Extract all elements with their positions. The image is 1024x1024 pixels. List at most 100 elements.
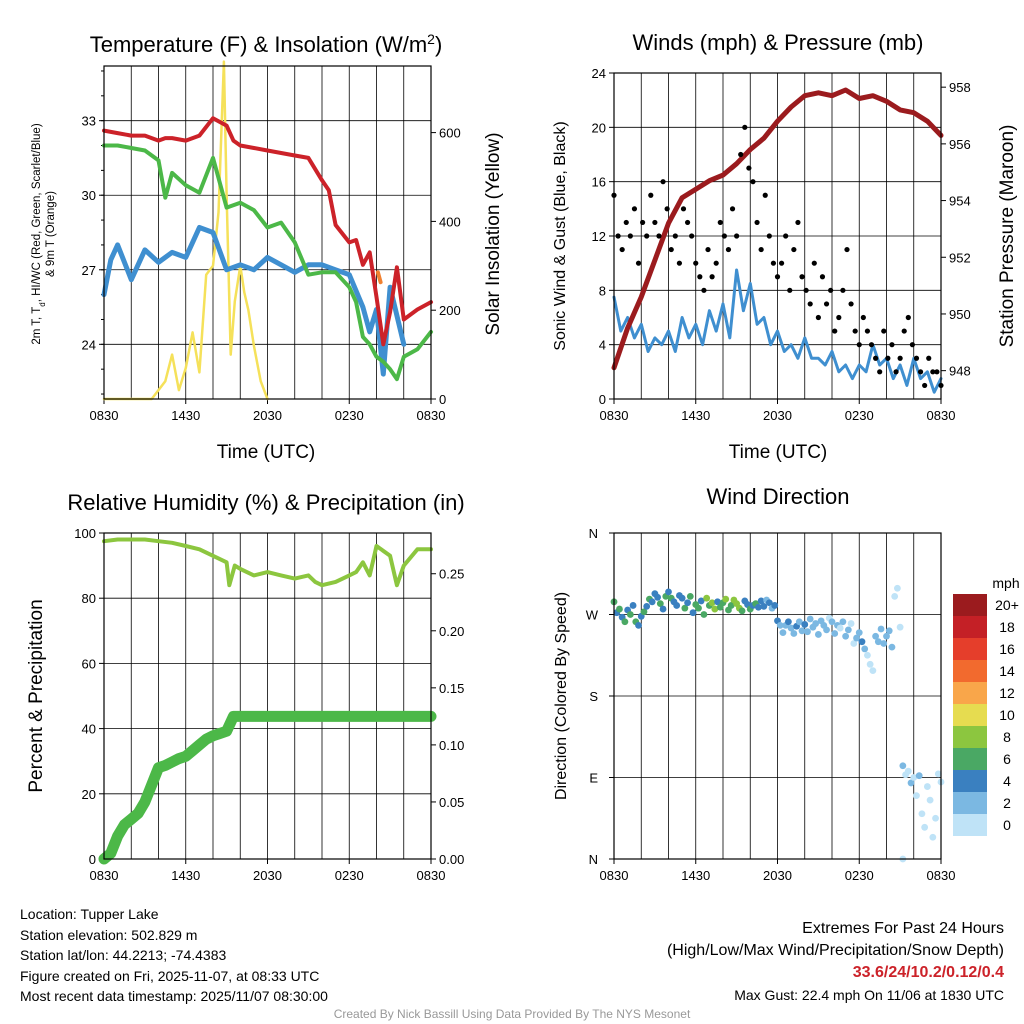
x-tick-label: 0830	[600, 408, 629, 423]
direction-point	[654, 593, 661, 601]
gust-point	[652, 219, 658, 226]
y2-tick-label: 0	[439, 392, 446, 407]
gust-point	[762, 192, 768, 198]
y-tick-label: 27	[82, 263, 96, 278]
y2-tick-label: 600	[439, 126, 461, 141]
x-tick-label: 2030	[763, 408, 792, 423]
y2-tick-label: 0.10	[439, 738, 464, 753]
direction-point	[738, 607, 746, 615]
direction-point	[678, 594, 686, 602]
direction-point	[727, 602, 735, 609]
y2-tick-label: 952	[949, 250, 971, 265]
gust-point	[868, 342, 875, 348]
x-tick-label: 0830	[417, 408, 446, 423]
direction-point	[913, 792, 920, 800]
gust-point	[856, 342, 862, 348]
direction-point	[785, 618, 792, 626]
gust-point	[758, 246, 764, 253]
wind-xlabel: Time (UTC)	[729, 442, 828, 463]
y2-tick-label: 958	[949, 80, 971, 95]
direction-point	[844, 626, 852, 634]
x-tick-label: 0830	[90, 868, 119, 883]
direction-point	[923, 783, 931, 790]
gust-point	[791, 246, 797, 253]
y2-tick-label: 954	[949, 194, 971, 209]
direction-point	[921, 823, 929, 831]
direction-point	[853, 634, 860, 642]
x-tick-label: 0830	[417, 868, 446, 883]
direction-point	[695, 604, 702, 612]
direction-point	[684, 599, 691, 607]
direction-point	[918, 810, 926, 818]
direction-point	[681, 604, 689, 612]
gust-point	[905, 314, 911, 321]
colorbar-label: 14	[999, 663, 1015, 679]
gust-point	[787, 287, 793, 293]
direction-point	[839, 618, 847, 626]
gust-point	[746, 165, 752, 171]
gust-point	[852, 328, 858, 334]
wind-direction-panel: Wind Direction Direction (Colored By Spe…	[553, 484, 1020, 883]
x-tick-label: 1430	[171, 868, 200, 883]
direction-point	[880, 640, 888, 647]
gust-point	[668, 246, 674, 253]
gust-point	[615, 233, 621, 239]
direction-point	[689, 609, 697, 617]
direction-point	[926, 796, 934, 804]
direction-point	[659, 605, 667, 613]
x-tick-label: 0830	[600, 868, 629, 883]
x-tick-label: 0230	[845, 408, 874, 423]
colorbar-swatch	[953, 660, 987, 682]
direction-point	[850, 640, 858, 647]
y-tick-label: 24	[82, 337, 96, 352]
gust-point	[701, 287, 707, 293]
y-tick-label: 20	[592, 120, 606, 135]
direction-point	[842, 632, 850, 640]
gust-point	[832, 328, 838, 334]
gust-point	[819, 274, 826, 280]
station-info: Location: Tupper Lake Station elevation:…	[20, 904, 328, 1007]
direction-point	[790, 630, 798, 637]
gust-point	[889, 342, 895, 348]
direction-point	[891, 592, 899, 600]
y2-tick-label: 0.25	[439, 567, 464, 582]
direction-point	[776, 621, 784, 629]
gust-point	[778, 260, 785, 266]
y-tick-label: 16	[592, 175, 606, 190]
gust-point	[840, 287, 846, 293]
direction-point	[855, 629, 863, 637]
y2-tick-label: 0.15	[439, 681, 464, 696]
gust-point	[774, 274, 781, 280]
colorbar-label: 0	[1003, 817, 1011, 833]
humidity-precipitation-panel: Relative Humidity (%) & Precipitation (i…	[26, 490, 465, 883]
direction-point	[795, 618, 803, 626]
colorbar-swatch	[953, 792, 987, 814]
station-location: Location: Tupper Lake	[20, 906, 159, 922]
x-tick-label: 2030	[253, 868, 282, 883]
direction-point	[896, 623, 904, 631]
y2-tick-label: 200	[439, 303, 461, 318]
y-tick-label: 0	[599, 392, 606, 407]
direction-point	[621, 618, 629, 626]
direction-point	[708, 599, 716, 607]
colorbar-swatch	[953, 748, 987, 770]
gust-point	[644, 233, 650, 239]
extremes-legend: (High/Low/Max Wind/Precipitation/Snow De…	[666, 942, 1004, 959]
y2-tick-label: 0.20	[439, 624, 464, 639]
gust-point	[811, 260, 817, 266]
direction-point	[831, 630, 839, 637]
wind-ylabel: Sonic Wind & Gust (Blue, Black)	[552, 121, 569, 350]
gust-point	[885, 355, 891, 361]
gust-point	[795, 219, 801, 226]
colorbar-label: 6	[1003, 751, 1011, 767]
colorbar-label: 20+	[995, 597, 1019, 613]
y-tick-label: 33	[82, 114, 96, 129]
gust-point	[717, 219, 723, 226]
gust-point	[909, 342, 915, 348]
gust-point	[897, 355, 903, 361]
gust-point	[721, 233, 727, 239]
y-tick-label: 12	[592, 229, 606, 244]
gust-point	[697, 274, 703, 280]
direction-point	[648, 598, 656, 606]
gust-point	[750, 179, 756, 185]
